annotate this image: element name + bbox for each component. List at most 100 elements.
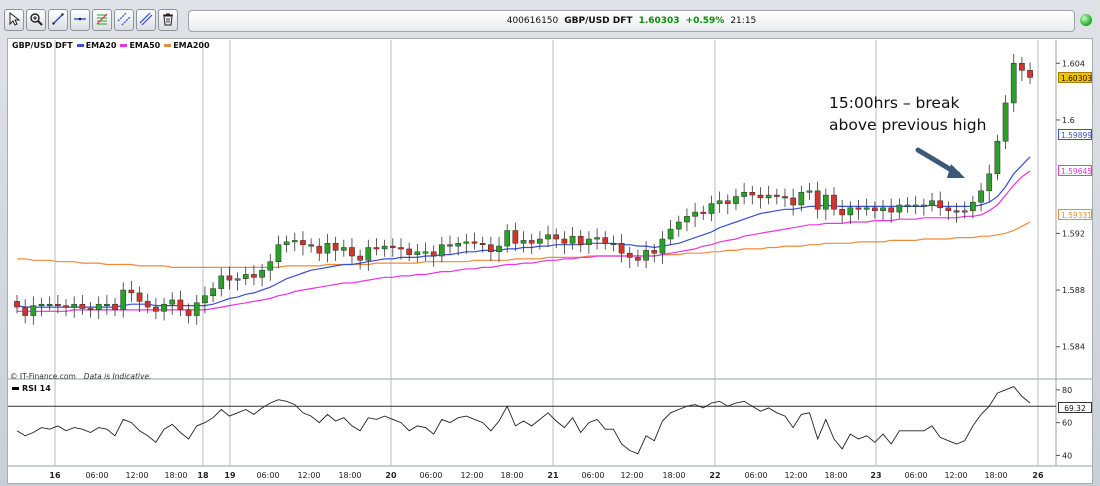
bull-candle xyxy=(929,200,935,206)
y-tick-label: 1.6 xyxy=(1062,116,1075,125)
bear-candle xyxy=(651,250,658,254)
bear-candle xyxy=(398,247,404,250)
x-tick-label: 18:00 xyxy=(164,471,187,480)
bull-candle xyxy=(422,251,429,254)
bull-candle xyxy=(978,190,984,203)
bear-candle xyxy=(471,241,478,244)
bull-candle xyxy=(71,303,78,308)
x-tick-label: 06:00 xyxy=(419,471,442,480)
instrument-header: 400616150 GBP/USD DFT 1.60303 +0.59% 21:… xyxy=(188,10,1075,32)
bear-candle xyxy=(528,240,535,244)
fibonacci-tool-button[interactable] xyxy=(92,9,112,31)
bear-candle xyxy=(700,211,707,214)
breakout-annotation: 15:00hrs – break above previous high xyxy=(829,94,987,134)
bull-candle xyxy=(675,221,682,230)
bull-candle xyxy=(365,247,372,261)
bear-candle xyxy=(185,309,192,316)
trash-icon xyxy=(161,11,175,30)
bear-candle xyxy=(488,244,494,253)
channel-tool-button[interactable] xyxy=(114,9,134,31)
bull-candle xyxy=(340,247,347,251)
drawing-toolbar xyxy=(4,9,178,36)
bear-candle xyxy=(749,191,756,196)
candles xyxy=(14,54,1033,325)
x-tick-label: 18 xyxy=(197,471,209,480)
bull-candle xyxy=(970,201,976,211)
account-number: 400616150 xyxy=(506,16,559,26)
rsi-label: RSI 14 xyxy=(12,384,51,393)
bull-candle xyxy=(46,303,53,306)
bull-candle xyxy=(1010,63,1017,104)
horizontal-line-tool-button[interactable] xyxy=(70,9,90,31)
bull-candle xyxy=(234,278,241,281)
bear-candle xyxy=(153,306,159,312)
bull-candle xyxy=(202,295,208,304)
bull-candle xyxy=(765,194,772,199)
bear-candle xyxy=(937,200,944,209)
bull-candle xyxy=(741,191,747,197)
bear-candle xyxy=(63,305,69,308)
x-tick-label: 12:00 xyxy=(620,471,643,480)
bear-candle xyxy=(349,247,355,257)
x-tick-label: 23 xyxy=(870,471,881,480)
ema200-price-tag: 1.59331 xyxy=(1058,209,1092,221)
bull-candle xyxy=(161,303,167,312)
bull-candle xyxy=(1002,102,1009,142)
bear-candle xyxy=(855,207,862,210)
price-change: +0.59% xyxy=(685,16,725,26)
trendline-tool-button[interactable] xyxy=(48,9,68,31)
bear-candle xyxy=(136,292,143,302)
bear-candle xyxy=(79,303,86,309)
bull-candle xyxy=(95,303,102,311)
parallel-lines-icon xyxy=(139,11,153,30)
bull-candle xyxy=(193,302,200,316)
bear-candle xyxy=(577,235,584,245)
bull-candle xyxy=(291,240,298,243)
bull-candle xyxy=(520,240,527,244)
bull-candle xyxy=(643,250,649,261)
chart-legend: GBP/USD DFT EMA20 EMA50 EMA200 xyxy=(12,41,210,50)
bull-candle xyxy=(610,243,617,246)
bull-candle xyxy=(537,238,543,244)
y-tick-label: 1.584 xyxy=(1062,343,1085,352)
bear-candle xyxy=(112,303,118,311)
x-tick-label: 06:00 xyxy=(744,471,767,480)
bull-candle xyxy=(806,190,813,193)
bear-candle xyxy=(1019,63,1025,71)
legend-ema50: EMA50 xyxy=(120,41,160,50)
bear-candle xyxy=(757,194,764,199)
bear-candle xyxy=(447,244,453,247)
bear-candle xyxy=(618,243,625,254)
bear-candle xyxy=(945,207,952,211)
bear-candle xyxy=(561,238,568,244)
bear-candle xyxy=(724,200,731,204)
bull-candle xyxy=(30,305,37,316)
bear-candle xyxy=(316,245,323,254)
bear-candle xyxy=(479,243,486,246)
legend-ema200: EMA200 xyxy=(164,41,210,50)
bear-candle xyxy=(251,274,257,278)
zoom-tool-button[interactable] xyxy=(26,9,46,31)
bull-candle xyxy=(667,228,674,240)
bull-candle xyxy=(455,243,462,247)
bear-candle xyxy=(300,240,306,245)
pointer-tool-button[interactable] xyxy=(4,9,24,31)
x-tick-label: 22 xyxy=(709,471,720,480)
legend-ema20: EMA20 xyxy=(76,41,116,50)
bull-candle xyxy=(218,275,225,289)
bull-candle xyxy=(716,200,723,204)
bull-candle xyxy=(847,207,854,216)
bull-candle xyxy=(912,204,919,207)
bear-candle xyxy=(308,244,314,247)
parallel-lines-tool-button[interactable] xyxy=(136,9,156,31)
y-tick-label: 1.592 xyxy=(1062,229,1085,238)
x-tick-label: 06:00 xyxy=(85,471,108,480)
bull-candle xyxy=(586,238,592,245)
bear-candle xyxy=(55,303,61,306)
x-tick-label: 20 xyxy=(385,471,397,480)
x-tick-label: 06:00 xyxy=(904,471,927,480)
x-tick-label: 06:00 xyxy=(256,471,279,480)
bear-candle xyxy=(14,301,20,308)
rsi-y-tick-label: 60 xyxy=(1062,419,1072,428)
delete-drawings-button[interactable] xyxy=(158,9,178,31)
